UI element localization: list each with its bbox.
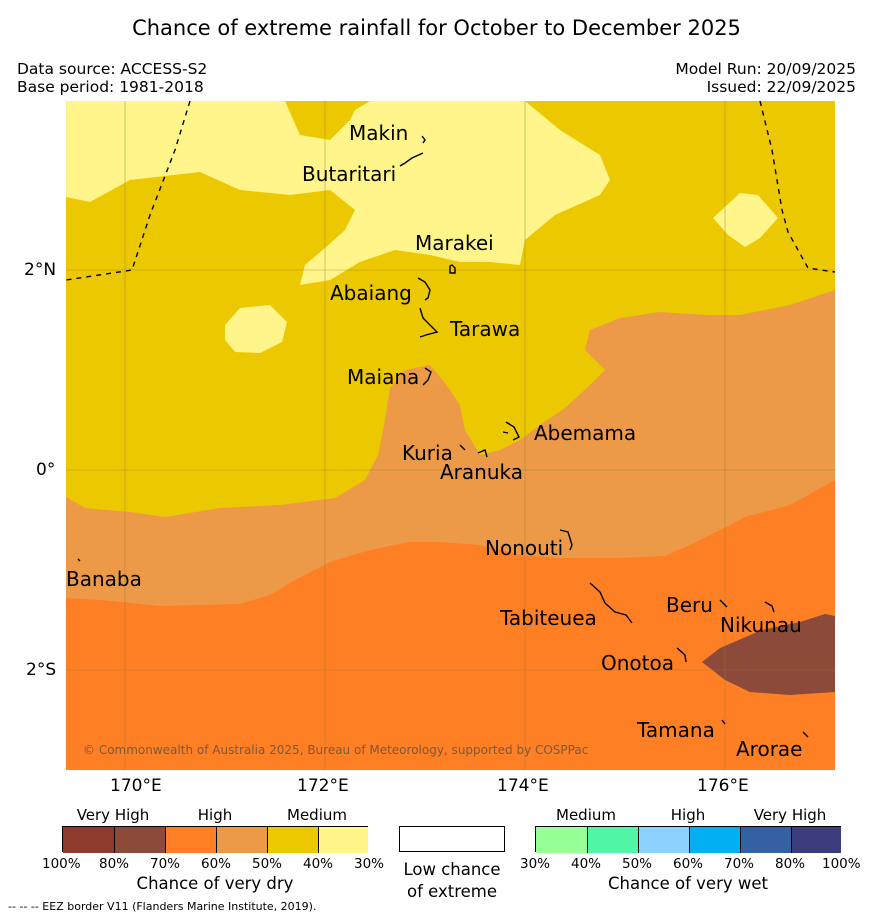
rainfall-map: Makin Butaritari Marakei Abaiang Tarawa …: [66, 101, 835, 770]
dry-category-very-high: Very High: [76, 806, 150, 824]
map-regions: Makin Butaritari Marakei Abaiang Tarawa …: [66, 101, 835, 770]
grid-lines: [66, 101, 835, 770]
label-tamana: Tamana: [636, 718, 715, 742]
eez-border: [66, 101, 835, 281]
wet-tick-60: 60%: [673, 856, 704, 872]
dry-tick-70: 70%: [150, 856, 181, 872]
label-nikunau: Nikunau: [720, 613, 802, 637]
dry-swatch-1: [63, 827, 114, 853]
dry-swatch-5: [267, 827, 318, 853]
label-beru: Beru: [666, 593, 713, 617]
island-outlines: [77, 135, 809, 738]
base-period: Base period: 1981-2018: [17, 78, 204, 96]
wet-tick-100: 100%: [822, 856, 861, 872]
lon-tick-172: 172°E: [297, 776, 349, 796]
map-title: Chance of extreme rainfall for October t…: [132, 16, 741, 40]
copyright-notice: © Commonwealth of Australia 2025, Bureau…: [83, 743, 588, 757]
label-marakei: Marakei: [415, 231, 494, 255]
lat-tick-0: 0°: [36, 460, 56, 480]
dry-tick-80: 80%: [99, 856, 130, 872]
model-run: Model Run: 20/09/2025: [675, 60, 856, 78]
wet-legend-title: Chance of very wet: [608, 874, 768, 893]
wet-swatch-2: [587, 827, 638, 853]
data-source: Data source: ACCESS-S2: [17, 60, 208, 78]
label-aranuka: Aranuka: [440, 460, 523, 484]
wet-tick-70: 70%: [724, 856, 755, 872]
low-chance-line1: Low chance: [403, 860, 501, 879]
wet-swatch-3: [638, 827, 689, 853]
label-banaba: Banaba: [66, 567, 142, 591]
wet-tick-30: 30%: [520, 856, 551, 872]
label-butaritari: Butaritari: [302, 162, 396, 186]
region-dry-medium-30-b: [66, 101, 110, 120]
lon-tick-174: 174°E: [497, 776, 549, 796]
dry-swatch-6: [318, 827, 368, 853]
issued-date: Issued: 22/09/2025: [706, 78, 856, 96]
dry-tick-50: 50%: [252, 856, 283, 872]
label-kuria: Kuria: [402, 441, 453, 465]
wet-category-medium: Medium: [556, 806, 616, 824]
meta-right: Model Run: 20/09/2025 Issued: 22/09/2025: [675, 60, 856, 96]
lon-tick-170: 170°E: [110, 776, 162, 796]
low-chance-line2: of extreme: [406, 882, 498, 901]
dry-tick-40: 40%: [303, 856, 334, 872]
low-chance-swatch: [399, 826, 505, 852]
region-dry-medium-30-c: [225, 305, 287, 353]
dry-legend-title: Chance of very dry: [136, 874, 294, 893]
dry-category-medium: Medium: [287, 806, 347, 824]
dry-swatch-2: [114, 827, 165, 853]
label-tabiteuea: Tabiteuea: [499, 606, 597, 630]
wet-swatch-5: [740, 827, 791, 853]
dry-category-high: High: [197, 806, 233, 824]
wet-tick-50: 50%: [622, 856, 653, 872]
wet-tick-80: 80%: [775, 856, 806, 872]
dry-colorbar: [62, 826, 368, 853]
place-labels: Makin Butaritari Marakei Abaiang Tarawa …: [66, 121, 802, 761]
wet-swatch-4: [689, 827, 740, 853]
wet-tick-40: 40%: [571, 856, 602, 872]
lon-tick-176: 176°E: [697, 776, 749, 796]
lat-tick-2s: 2°S: [26, 660, 57, 680]
dry-tick-100: 100%: [42, 856, 81, 872]
region-dry-high-70: [66, 480, 835, 770]
wet-category-high: High: [670, 806, 706, 824]
label-makin: Makin: [349, 121, 408, 145]
dry-swatch-3: [165, 827, 216, 853]
region-dry-medium-30: [66, 101, 610, 285]
label-onotoa: Onotoa: [601, 651, 674, 675]
label-maiana: Maiana: [347, 365, 419, 389]
wet-colorbar: [535, 826, 841, 853]
dry-tick-60: 60%: [201, 856, 232, 872]
lat-tick-2n: 2°N: [24, 260, 57, 280]
label-nonouti: Nonouti: [485, 536, 563, 560]
label-abaiang: Abaiang: [330, 281, 412, 305]
region-dry-very-high-80: [702, 614, 835, 695]
wet-category-very-high: Very High: [753, 806, 827, 824]
dry-swatch-4: [216, 827, 267, 853]
low-chance-label: Low chance of extreme: [382, 859, 522, 903]
eez-footnote: -- -- -- EEZ border V11 (Flanders Marine…: [8, 900, 317, 913]
wet-swatch-6: [791, 827, 841, 853]
meta-left: Data source: ACCESS-S2 Base period: 1981…: [17, 60, 207, 96]
label-abemama: Abemama: [534, 421, 636, 445]
region-dry-medium-30-d: [713, 193, 778, 247]
label-tarawa: Tarawa: [449, 317, 520, 341]
dry-tick-30: 30%: [354, 856, 385, 872]
label-arorae: Arorae: [736, 737, 802, 761]
wet-swatch-1: [536, 827, 587, 853]
